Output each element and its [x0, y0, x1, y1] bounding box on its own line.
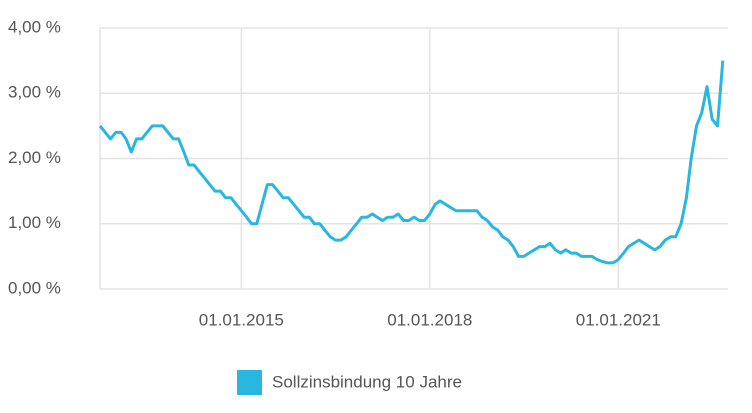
- x-tick-label: 01.01.2018: [387, 310, 472, 329]
- y-tick-label: 3,00 %: [8, 83, 61, 102]
- x-tick-label: 01.01.2015: [199, 310, 284, 329]
- y-tick-label: 0,00 %: [8, 278, 61, 297]
- y-tick-label: 1,00 %: [8, 213, 61, 232]
- legend-swatch: [237, 370, 262, 395]
- legend-label: Sollzinsbindung 10 Jahre: [272, 372, 462, 391]
- y-tick-label: 2,00 %: [8, 148, 61, 167]
- y-tick-label: 4,00 %: [8, 17, 61, 36]
- data-line: [98, 60, 725, 265]
- x-tick-label: 01.01.2021: [576, 310, 661, 329]
